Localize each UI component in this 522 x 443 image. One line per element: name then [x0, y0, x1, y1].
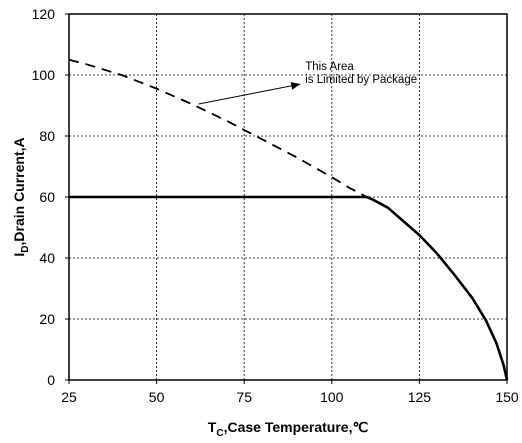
y-tick-label: 60: [39, 189, 55, 205]
series-group: [69, 60, 507, 380]
annotation-text-line2: is Limited by Package: [305, 74, 417, 86]
y-tick-label: 0: [47, 372, 55, 388]
y-axis-title-subscript: D: [20, 246, 31, 253]
x-axis-ticks: 25 50 75 100 125 150: [61, 380, 519, 405]
x-tick-label: 150: [495, 389, 519, 405]
annotation-arrow-line: [199, 84, 301, 104]
x-axis-title-subscript: C: [216, 428, 223, 439]
y-axis-title-rest: ,Drain Current,A: [11, 137, 27, 245]
x-axis-title: TC,Case Temperature,℃: [208, 419, 369, 439]
y-tick-label: 120: [32, 6, 56, 22]
x-tick-label: 50: [149, 389, 165, 405]
y-tick-label: 40: [39, 250, 55, 266]
drain-current-curve: [69, 197, 507, 380]
x-axis-title-rest: ,Case Temperature,℃: [224, 419, 369, 435]
y-axis-title: ID,Drain Current,A: [11, 137, 31, 256]
x-tick-label: 125: [408, 389, 432, 405]
x-tick-label: 100: [320, 389, 344, 405]
annotation-arrowhead: [291, 82, 301, 90]
x-tick-label: 75: [236, 389, 252, 405]
y-tick-label: 20: [39, 311, 55, 327]
y-tick-label: 100: [32, 67, 56, 83]
y-tick-label: 80: [39, 128, 55, 144]
annotation-text-line1: This Area: [305, 61, 354, 73]
y-axis-ticks: 0 20 40 60 80 100 120: [32, 6, 69, 388]
x-tick-label: 25: [61, 389, 77, 405]
